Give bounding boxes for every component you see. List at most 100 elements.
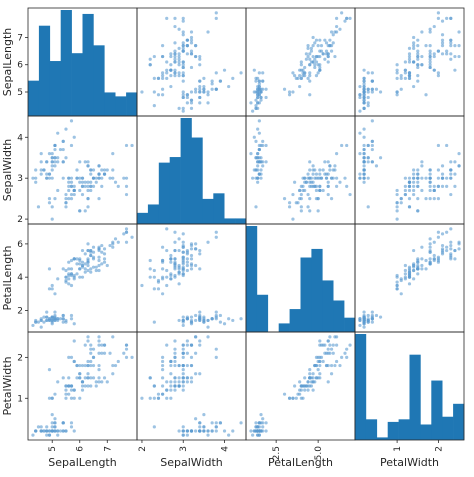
histogram-bar [158, 162, 170, 224]
scatter-point [331, 33, 335, 37]
scatter-point [261, 79, 265, 83]
scatter-point [358, 323, 362, 328]
scatter-point [189, 376, 194, 380]
scatter-point [194, 87, 198, 91]
scatter-point [428, 172, 432, 176]
scatter-point [97, 172, 101, 176]
scatter-point [181, 44, 185, 48]
scatter-point [198, 310, 202, 314]
scatter-point [407, 57, 412, 61]
scatter-point [64, 384, 68, 388]
histogram-bar [453, 403, 465, 440]
scatter-point [308, 184, 312, 188]
scatter-point [97, 247, 101, 251]
scatter-point [53, 310, 57, 314]
histogram-bar [344, 317, 356, 332]
scatter-point [395, 217, 399, 221]
scatter-point [72, 184, 76, 188]
scatter-point [328, 168, 332, 172]
panel-SepalWidth-vs-SepalLength [27, 115, 138, 225]
scatter-point [256, 425, 260, 429]
scatter-point [316, 63, 320, 67]
scatter-point [449, 255, 453, 259]
scatter-point [412, 46, 416, 50]
scatter-point [287, 90, 292, 94]
scatter-point [257, 84, 261, 89]
scatter-point [202, 429, 206, 433]
scatter-point [428, 54, 432, 59]
histogram-bar [191, 137, 203, 224]
scatter-point [311, 172, 315, 176]
scatter-point [47, 176, 52, 180]
scatter-point [214, 235, 218, 239]
scatter-point [308, 168, 312, 172]
scatter-point [177, 270, 181, 274]
scatter-point [181, 232, 185, 236]
panel-SepalWidth-vs-PetalWidth [354, 115, 465, 225]
histogram-bar [180, 118, 192, 224]
y-axis-label: PetalLength [1, 245, 14, 310]
scatter-point [210, 429, 214, 433]
scatter-point [108, 351, 112, 355]
histogram-bar [376, 437, 388, 440]
scatter-point [161, 258, 165, 263]
scatter-point [318, 376, 322, 380]
scatter-point [249, 429, 253, 433]
scatter-point [72, 257, 76, 261]
scatter-point [169, 68, 173, 72]
scatter-point [210, 87, 214, 91]
scatter-point [102, 260, 107, 264]
scatter-point [303, 74, 307, 78]
scatter-point [165, 60, 169, 64]
scatter-point [291, 396, 295, 400]
scatter-point [185, 268, 189, 273]
scatter-point [91, 255, 96, 259]
scatter-point [64, 388, 68, 392]
scatter-point [97, 363, 101, 368]
scatter-point [251, 176, 255, 180]
scatter-point [294, 76, 298, 80]
scatter-point [72, 359, 76, 364]
scatter-point [181, 429, 185, 433]
scatter-point [308, 79, 312, 83]
scatter-point [403, 76, 407, 80]
scatter-point [105, 380, 109, 384]
scatter-point [416, 263, 420, 268]
scatter-point [313, 41, 317, 45]
histogram-bar [322, 280, 334, 332]
scatter-point [318, 168, 322, 172]
scatter-point [39, 318, 43, 323]
scatter-point [299, 209, 303, 213]
scatter-point [181, 376, 185, 380]
scatter-point [156, 93, 161, 97]
scatter-point [97, 255, 101, 259]
scatter-point [407, 265, 412, 269]
scatter-point [194, 54, 198, 59]
scatter-point [72, 135, 76, 139]
scatter-point [69, 355, 74, 359]
scatter-point [86, 248, 90, 253]
scatter-point [412, 84, 416, 89]
scatter-point [436, 235, 440, 239]
scatter-point [343, 351, 347, 355]
scatter-point [173, 16, 177, 20]
scatter-point [111, 245, 115, 249]
scatter-point [177, 237, 181, 241]
y-tick-label: 4 [17, 133, 23, 143]
scatter-point [72, 429, 76, 433]
scatter-point [156, 76, 161, 80]
scatter-point [83, 209, 87, 213]
scatter-point [161, 267, 165, 271]
scatter-point [102, 257, 107, 261]
scatter-point [169, 54, 173, 59]
scatter-point [194, 429, 198, 433]
panel-PetalWidth-vs-SepalWidth [136, 331, 247, 441]
scatter-point [252, 68, 256, 72]
scatter-point [287, 205, 292, 209]
scatter-point [39, 152, 43, 156]
scatter-point [428, 237, 432, 241]
scatter-point [308, 376, 312, 380]
y-axis-label: PetalWidth [1, 356, 14, 415]
scatter-point [189, 49, 194, 53]
y-tick-label: 2 [17, 215, 23, 225]
